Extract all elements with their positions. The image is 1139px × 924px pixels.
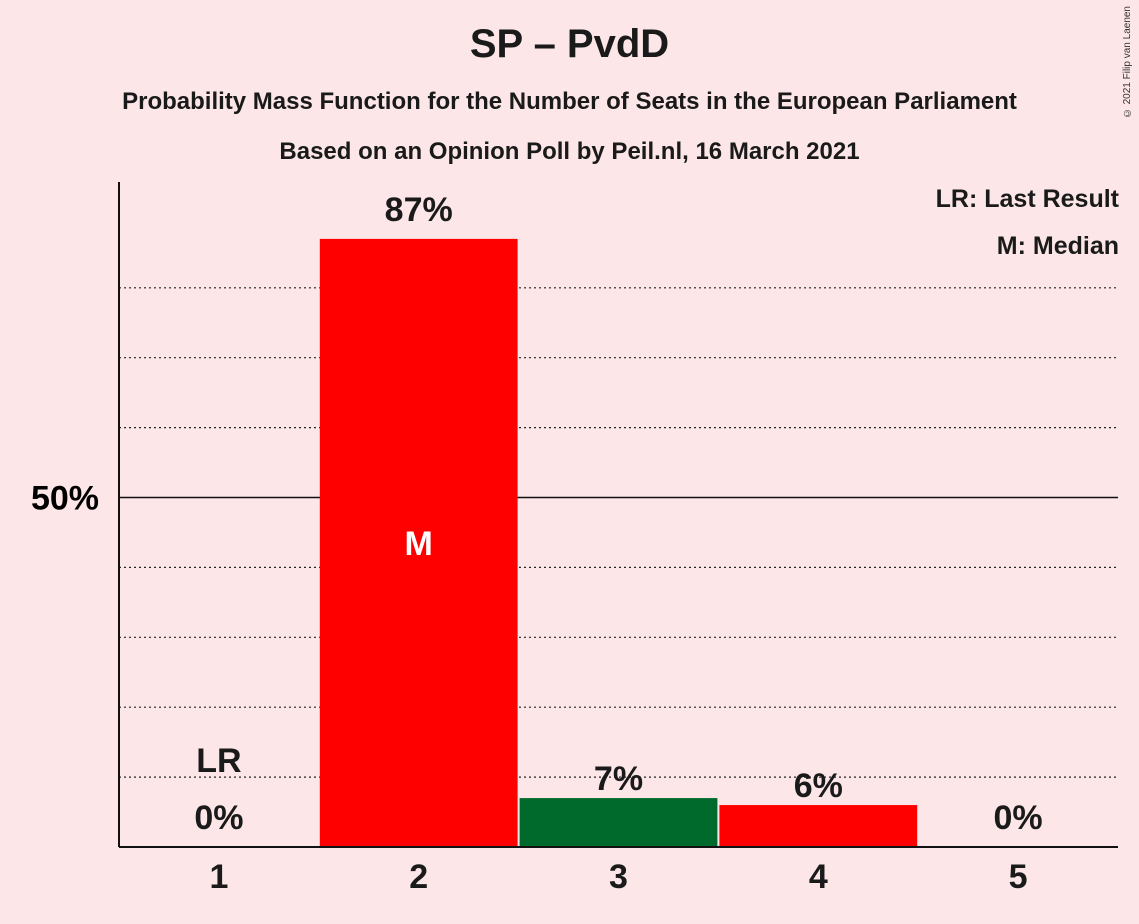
- x-tick-label: 4: [809, 858, 828, 896]
- chart-title: SP – PvdD: [469, 22, 670, 66]
- bar-seats-3: [519, 798, 718, 847]
- data-label: 0%: [194, 799, 243, 837]
- legend-median: M: Median: [996, 232, 1119, 260]
- data-label: 6%: [794, 767, 843, 805]
- data-label: 7%: [594, 760, 643, 798]
- chart-subtitle: Probability Mass Function for the Number…: [122, 88, 1017, 115]
- data-label: 87%: [385, 191, 453, 229]
- bar-seats-2: [319, 238, 518, 847]
- y-tick-label: 50%: [31, 480, 99, 518]
- legend-last-result: LR: Last Result: [935, 185, 1119, 213]
- chart-source: Based on an Opinion Poll by Peil.nl, 16 …: [279, 138, 860, 165]
- last-result-marker: LR: [196, 742, 241, 780]
- data-label: 0%: [994, 799, 1043, 837]
- bar-seats-4: [719, 805, 918, 847]
- x-tick-label: 3: [609, 858, 628, 896]
- x-tick-label: 5: [1009, 858, 1028, 896]
- x-tick-label: 1: [209, 858, 228, 896]
- median-marker: M: [405, 525, 433, 563]
- x-tick-label: 2: [409, 858, 428, 896]
